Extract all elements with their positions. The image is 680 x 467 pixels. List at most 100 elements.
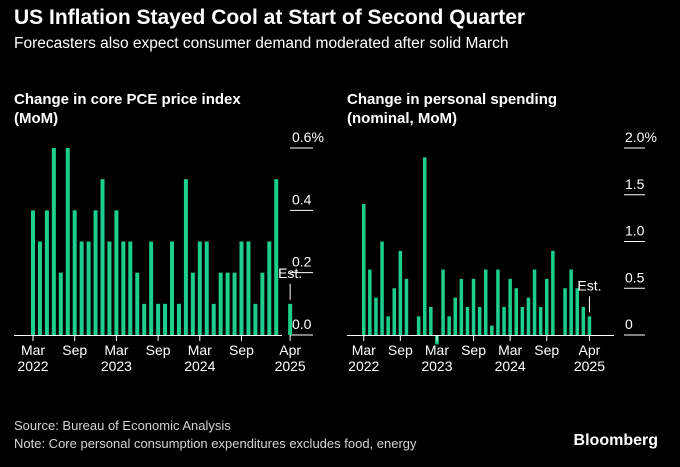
right-panel-title: Change in personal spending (nominal, Mo… [347, 90, 557, 128]
core-pce-xtick-month: Mar [104, 342, 128, 358]
core-pce-bar [163, 303, 168, 335]
core-pce-bar [37, 241, 42, 335]
core-pce-xtick-month: Mar [21, 342, 45, 358]
core-pce-est-annotation: Est. [278, 265, 302, 281]
core-pce-xtick-year: 2025 [275, 358, 306, 374]
spending-xtick-month: Mar [352, 342, 376, 358]
spending-bar [490, 325, 494, 335]
spending-bar [477, 306, 482, 335]
spending-bar [386, 316, 390, 335]
footnote: Note: Core personal consumption expendit… [14, 436, 417, 451]
spending-bar [368, 269, 372, 335]
spending-ytick-label: 0 [625, 316, 633, 332]
core-pce-ytick-label: 0.4 [292, 191, 312, 207]
spending-bar [447, 316, 451, 335]
spending-bar [520, 306, 525, 335]
core-pce-ytick-label: 0.6% [292, 129, 324, 145]
core-pce-bar [170, 241, 174, 335]
core-pce-bar [190, 272, 195, 335]
core-pce-bar [211, 303, 216, 335]
chart-title: US Inflation Stayed Cool at Start of Sec… [14, 6, 526, 29]
core-pce-bar [107, 241, 112, 335]
right-panel-title-line-1: Change in personal spending [347, 91, 558, 108]
spending-bar [569, 269, 573, 335]
spending-bar [465, 306, 470, 335]
spending-xtick-month: Sep [388, 342, 413, 358]
core-pce-xtick-year: 2023 [101, 358, 132, 374]
core-pce-bar [176, 303, 181, 335]
spending-bar [538, 306, 543, 335]
spending-xtick-month: Sep [461, 342, 486, 358]
spending-bar [404, 278, 409, 335]
bloomberg-logo: Bloomberg [573, 432, 658, 449]
core-pce-bar [121, 241, 126, 335]
spending-xtick-year: 2022 [348, 358, 379, 374]
core-pce-bar [232, 272, 237, 335]
core-pce-bar [218, 272, 223, 335]
core-pce-bar [267, 241, 272, 335]
spending-bar [508, 278, 512, 335]
spending-bar [563, 288, 567, 335]
core-pce-bar [156, 303, 161, 335]
core-pce-bar [197, 241, 202, 335]
core-pce-bar [114, 210, 119, 335]
spending-xtick-month: Sep [534, 342, 559, 358]
spending-bar [416, 316, 421, 335]
core-pce-xtick-year: 2022 [17, 358, 48, 374]
core-pce-xtick-month: Sep [62, 342, 87, 358]
core-pce-bar [79, 241, 84, 335]
left-panel-title-line-1: Change in core PCE price index [14, 91, 241, 108]
core-pce-xtick-month: Apr [279, 342, 301, 358]
spending-bar [587, 316, 592, 335]
core-pce-bar [31, 210, 35, 335]
core-pce-bar [239, 241, 244, 335]
core-pce-bar [274, 179, 279, 335]
core-pce-xtick-month: Mar [188, 342, 212, 358]
spending-ytick-label: 0.5 [625, 269, 645, 285]
spending-bar [453, 297, 457, 335]
core-pce-bar [135, 272, 140, 335]
left-panel-title-line-2: (MoM) [14, 110, 59, 127]
core-pce-bar [65, 148, 70, 335]
core-pce-xtick-month: Sep [146, 342, 171, 358]
core-pce-bar [204, 241, 209, 335]
spending-bar [392, 288, 396, 335]
core-pce-bar [128, 241, 133, 335]
core-pce-bar [225, 272, 230, 335]
spending-bar [551, 250, 555, 335]
spending-bar [380, 241, 384, 335]
core-pce-bar [142, 303, 147, 335]
spending-bar [398, 250, 403, 335]
core-pce-bar [72, 210, 77, 335]
spending-xtick-month: Mar [498, 342, 522, 358]
core-pce-xtick-year: 2024 [184, 358, 215, 374]
spending-bar [423, 157, 427, 335]
spending-bar [459, 278, 464, 335]
spending-bar [514, 288, 518, 335]
core-pce-bar [51, 148, 56, 335]
core-pce-bar [93, 210, 98, 335]
spending-ytick-label: 1.0 [625, 223, 645, 239]
spending-bar [441, 269, 445, 335]
core-pce-bar [58, 272, 63, 335]
spending-xtick-month: Mar [425, 342, 449, 358]
spending-xtick-year: 2025 [574, 358, 605, 374]
spending-bar [374, 297, 378, 335]
core-pce-bar [100, 179, 105, 335]
spending-bar [545, 278, 549, 335]
left-panel-title: Change in core PCE price index (MoM) [14, 90, 241, 128]
core-pce-bar [86, 241, 91, 335]
source-note: Source: Bureau of Economic Analysis [14, 418, 231, 433]
spending-bar [581, 306, 586, 335]
spending-bar [502, 306, 506, 335]
core-pce-bar [44, 210, 49, 335]
core-pce-xtick-month: Sep [229, 342, 254, 358]
core-pce-bar [288, 303, 293, 335]
spending-bar [496, 269, 500, 335]
core-pce-ytick-label: 0.2 [292, 254, 312, 270]
core-pce-bar [246, 241, 251, 335]
chart-subtitle: Forecasters also expect consumer demand … [14, 35, 509, 52]
spending-ytick-label: 2.0% [625, 129, 657, 145]
spending-xtick-year: 2024 [495, 358, 526, 374]
